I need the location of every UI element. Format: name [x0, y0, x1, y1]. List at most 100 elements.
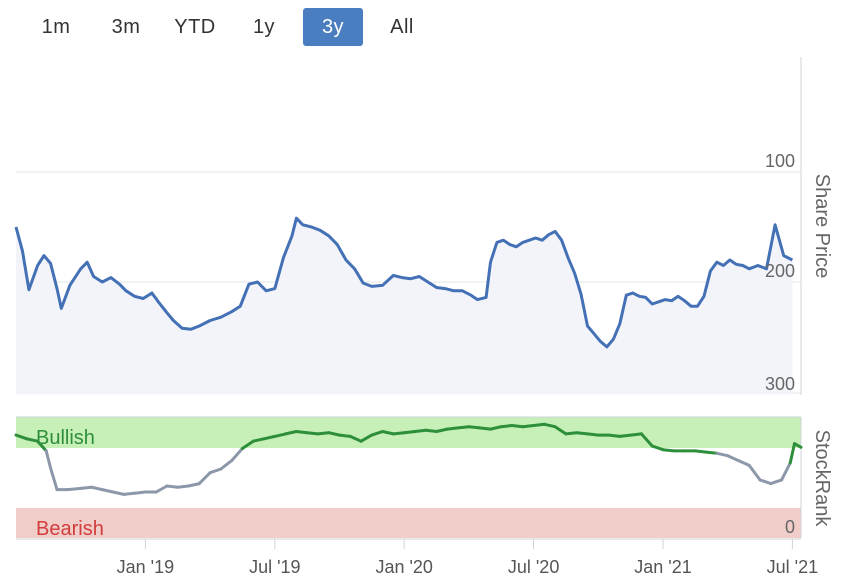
range-1m-button[interactable]: 1m [41, 16, 71, 38]
stockrank-series [14, 422, 803, 496]
stockrank-segment [402, 430, 417, 435]
bearish-band [16, 508, 801, 538]
price-axis-title: Share Price [811, 174, 833, 279]
stockrank-segment [36, 439, 48, 453]
x-tick-label: Jan '21 [634, 557, 691, 577]
stockrank-segment [111, 490, 126, 496]
y-tick-0: 0 [785, 517, 795, 537]
stockrank-axis-title: StockRank [811, 430, 833, 528]
stockrank-segment [133, 490, 147, 495]
stockrank-segment [532, 422, 546, 427]
stockrank-segment [208, 467, 223, 475]
stockrank-segment [780, 461, 792, 482]
y-tick-100: 300 [765, 374, 795, 394]
stockrank-segment [715, 451, 730, 458]
stockrank-segment [25, 437, 40, 443]
y-tick-300: 100 [765, 151, 795, 171]
stockrank-segment [187, 482, 201, 488]
stockrank-segment [413, 428, 428, 433]
stockrank-segment [294, 430, 309, 435]
stockrank-segment [510, 424, 525, 429]
stockrank-segment [240, 439, 255, 450]
stockrank-segment [693, 449, 708, 454]
bearish-label: Bearish [36, 518, 104, 540]
stockrank-segment [542, 422, 557, 429]
stockrank-segment [100, 488, 115, 494]
stockrank-segment [499, 424, 514, 429]
stockrank-segment [769, 478, 784, 486]
stockrank-segment [435, 427, 449, 433]
stockrank-segment [66, 486, 83, 492]
stockrank-segment [747, 463, 762, 482]
stockrank-segment [122, 491, 137, 496]
stockrank-segment [284, 430, 298, 436]
bullish-label: Bullish [36, 427, 95, 449]
stockrank-segment [348, 434, 363, 443]
stockrank-segment [305, 431, 320, 436]
stockrank-segment [629, 432, 643, 437]
stockrank-segment [391, 431, 406, 436]
stockrank-segment [359, 433, 374, 443]
stockrank-segment [788, 442, 796, 465]
stockrank-segment [793, 442, 803, 449]
stockrank-segment [467, 425, 482, 430]
stockrank-segment [575, 431, 589, 436]
stockrank-segment [44, 449, 52, 470]
y-tick-200: 200 [765, 261, 795, 281]
stockrank-segment [176, 484, 190, 489]
stockrank-segment [586, 432, 600, 437]
stockrank-segment [14, 433, 29, 441]
stockrank-segment [49, 466, 59, 492]
stockrank-segment [607, 433, 622, 438]
stockrank-segment [219, 459, 234, 471]
stockrank-segment [618, 433, 633, 438]
x-tick-label: Jul '20 [508, 557, 559, 577]
price-line [14, 216, 794, 349]
stockrank-segment [639, 432, 654, 448]
stockrank-panel: Bullish Bearish 0 StockRank [14, 416, 833, 540]
stockrank-segment [230, 447, 244, 463]
x-ticks: Jan '19 Jul '19 Jan '20 Jul '20 Jan '21 Jul '… [117, 539, 818, 577]
stockrank-segment [737, 459, 751, 467]
stockrank-segment [521, 424, 536, 429]
stockrank-segment [726, 454, 740, 463]
stockrank-segment [758, 478, 773, 486]
range-1y-button[interactable]: 1y [252, 16, 276, 38]
x-axis: Jan '19 Jul '19 Jan '20 Jul '20 Jan '21 Jul '… [16, 538, 818, 577]
stockrank-segment [704, 450, 719, 455]
stockrank-segment [251, 437, 266, 443]
range-all-button[interactable]: All [390, 16, 414, 38]
range-3m-button[interactable]: 3m [111, 16, 141, 38]
stockrank-segment [650, 444, 665, 452]
price-panel: 100 200 300 Share Price [14, 57, 833, 395]
stockrank-segment [456, 425, 471, 430]
stockrank-segment [338, 433, 352, 438]
stockrank-segment [327, 431, 341, 437]
x-tick-label: Jul '19 [249, 557, 300, 577]
stockrank-segment [79, 485, 93, 490]
range-3y-button[interactable]: 3y [303, 8, 363, 46]
stockrank-segment [197, 471, 212, 486]
x-tick-label: Jan '20 [375, 557, 432, 577]
stockrank-segment [316, 431, 331, 436]
stockrank-segment [424, 428, 438, 433]
stockrank-segment [553, 425, 568, 436]
stockrank-segment [381, 430, 395, 436]
stockrank-segment [445, 426, 460, 431]
stockrank-segment [564, 431, 579, 436]
range-ytd-button[interactable]: YTD [174, 16, 216, 38]
x-tick-label: Jan '19 [117, 557, 174, 577]
x-tick-label: Jul '21 [767, 557, 818, 577]
stockrank-segment [90, 485, 104, 492]
stockrank-segment [273, 432, 288, 438]
stockrank-segment [154, 484, 169, 494]
stockrank-segment [165, 484, 180, 489]
price-area [16, 218, 793, 394]
stockrank-segment [489, 425, 503, 431]
stockrank-segment [478, 426, 492, 431]
range-selector: 1m 3m YTD 1y 3y All [0, 0, 848, 56]
stockrank-segment [661, 448, 676, 453]
stockrank-segment [262, 434, 277, 441]
stockrank-segment [370, 430, 385, 437]
